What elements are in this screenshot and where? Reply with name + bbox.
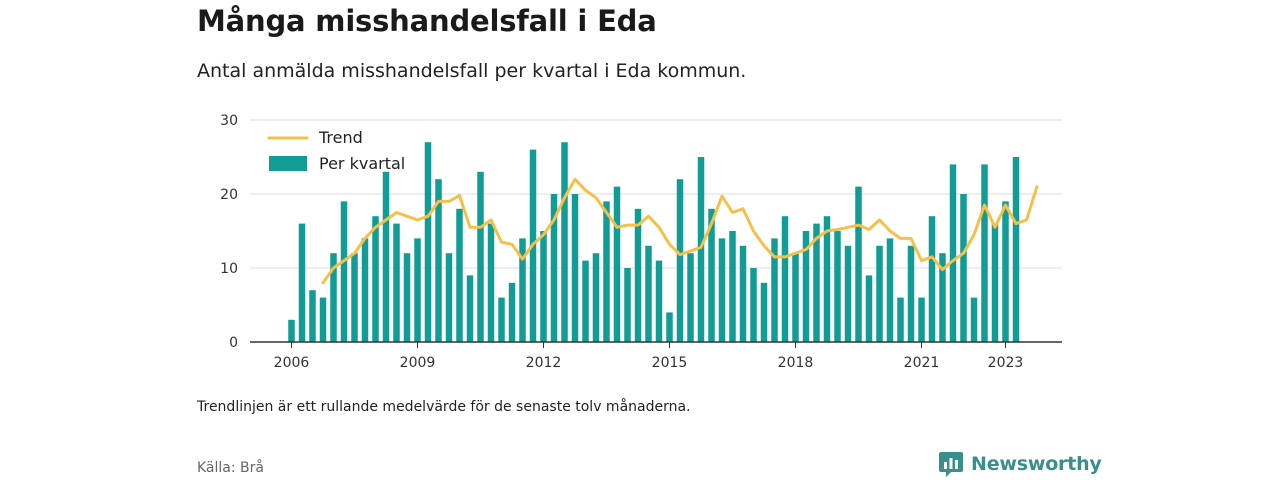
bar (666, 312, 673, 342)
brand-logo[interactable]: Newsworthy (938, 450, 1102, 478)
chart-subtitle: Antal anmälda misshandelsfall per kvarta… (197, 60, 747, 82)
bar (907, 245, 915, 342)
trend-line (321, 177, 1039, 285)
x-tick-label: 2023 (988, 355, 1024, 371)
bar (508, 282, 516, 342)
bar (319, 297, 327, 342)
bar (697, 157, 705, 342)
bar (918, 297, 925, 342)
y-tick-label: 30 (220, 113, 238, 129)
bar (582, 260, 589, 342)
x-tick-label: 2021 (904, 355, 940, 371)
bar (613, 186, 621, 342)
bar (844, 245, 852, 342)
bar (603, 201, 610, 342)
bar (771, 238, 778, 342)
bar (550, 194, 558, 342)
bar (634, 208, 642, 342)
bar (435, 179, 442, 342)
bar (624, 268, 631, 342)
legend-bar-label: Per kvartal (319, 154, 405, 173)
bar (834, 231, 841, 342)
x-tick-label: 2018 (778, 355, 814, 371)
bar (571, 194, 579, 342)
legend: Trend Per kvartal (267, 128, 405, 173)
bar (498, 297, 505, 342)
bar (445, 253, 453, 342)
bar (592, 253, 600, 342)
bar (981, 164, 988, 342)
x-tick-label: 2006 (274, 355, 310, 371)
bar (802, 231, 810, 342)
bar (855, 186, 862, 342)
bar (393, 223, 400, 342)
bar (561, 142, 568, 342)
x-tick-label: 2015 (652, 355, 688, 371)
bar (655, 260, 663, 342)
bar (939, 253, 946, 342)
bar (708, 208, 715, 342)
chart: 0 10 20 30 2006 2009 2012 2015 2018 2021 2023 Tren… (220, 113, 1062, 371)
bar (330, 253, 337, 342)
bar (718, 238, 726, 342)
bar (1002, 201, 1009, 342)
bar (676, 179, 684, 342)
bar (970, 297, 978, 342)
bar (792, 253, 799, 342)
bar (687, 253, 694, 342)
bar (477, 171, 484, 342)
bar (813, 223, 820, 342)
bar (340, 201, 348, 342)
bar (361, 238, 369, 342)
bar (823, 216, 831, 342)
bar (991, 223, 999, 342)
bar (372, 216, 379, 342)
bar (750, 268, 757, 342)
chart-title: Många misshandelsfall i Eda (197, 4, 657, 38)
bar (309, 290, 316, 342)
y-tick-label: 10 (220, 261, 238, 277)
bar (760, 282, 768, 342)
bar (949, 164, 957, 342)
brand-name: Newsworthy (971, 453, 1102, 475)
bar (403, 253, 411, 342)
bars (288, 142, 1020, 342)
bar (729, 231, 736, 342)
x-tick-label: 2009 (400, 355, 436, 371)
legend-trend-label: Trend (318, 128, 363, 147)
bar (414, 238, 421, 342)
bar (960, 194, 967, 342)
bar (466, 275, 474, 342)
bar (928, 216, 936, 342)
bar (519, 238, 526, 342)
bar (487, 223, 495, 342)
y-tick-label: 20 (220, 187, 238, 203)
bar (288, 319, 295, 342)
bar (456, 208, 463, 342)
bar (739, 245, 747, 342)
trend-layer (321, 177, 1039, 285)
y-tick-label: 0 (229, 335, 238, 351)
bar (1012, 157, 1020, 342)
bar (540, 231, 547, 342)
gridlines (250, 119, 1062, 269)
bar (382, 171, 390, 342)
bar (424, 142, 432, 342)
newsworthy-logo-icon (939, 452, 963, 477)
legend-bar-swatch (269, 156, 307, 171)
bar (781, 216, 789, 342)
x-tick-label: 2012 (526, 355, 562, 371)
bar (351, 253, 358, 342)
bar (298, 223, 306, 342)
bar (886, 238, 894, 342)
source-label: Källa: Brå (197, 460, 264, 476)
bar (876, 245, 883, 342)
bar (645, 245, 652, 342)
axes: 0 10 20 30 2006 2009 2012 2015 2018 2021 2023 (220, 113, 1062, 371)
bar (897, 297, 904, 342)
footnote: Trendlinjen är ett rullande medelvärde f… (197, 399, 691, 415)
bar (865, 275, 873, 342)
